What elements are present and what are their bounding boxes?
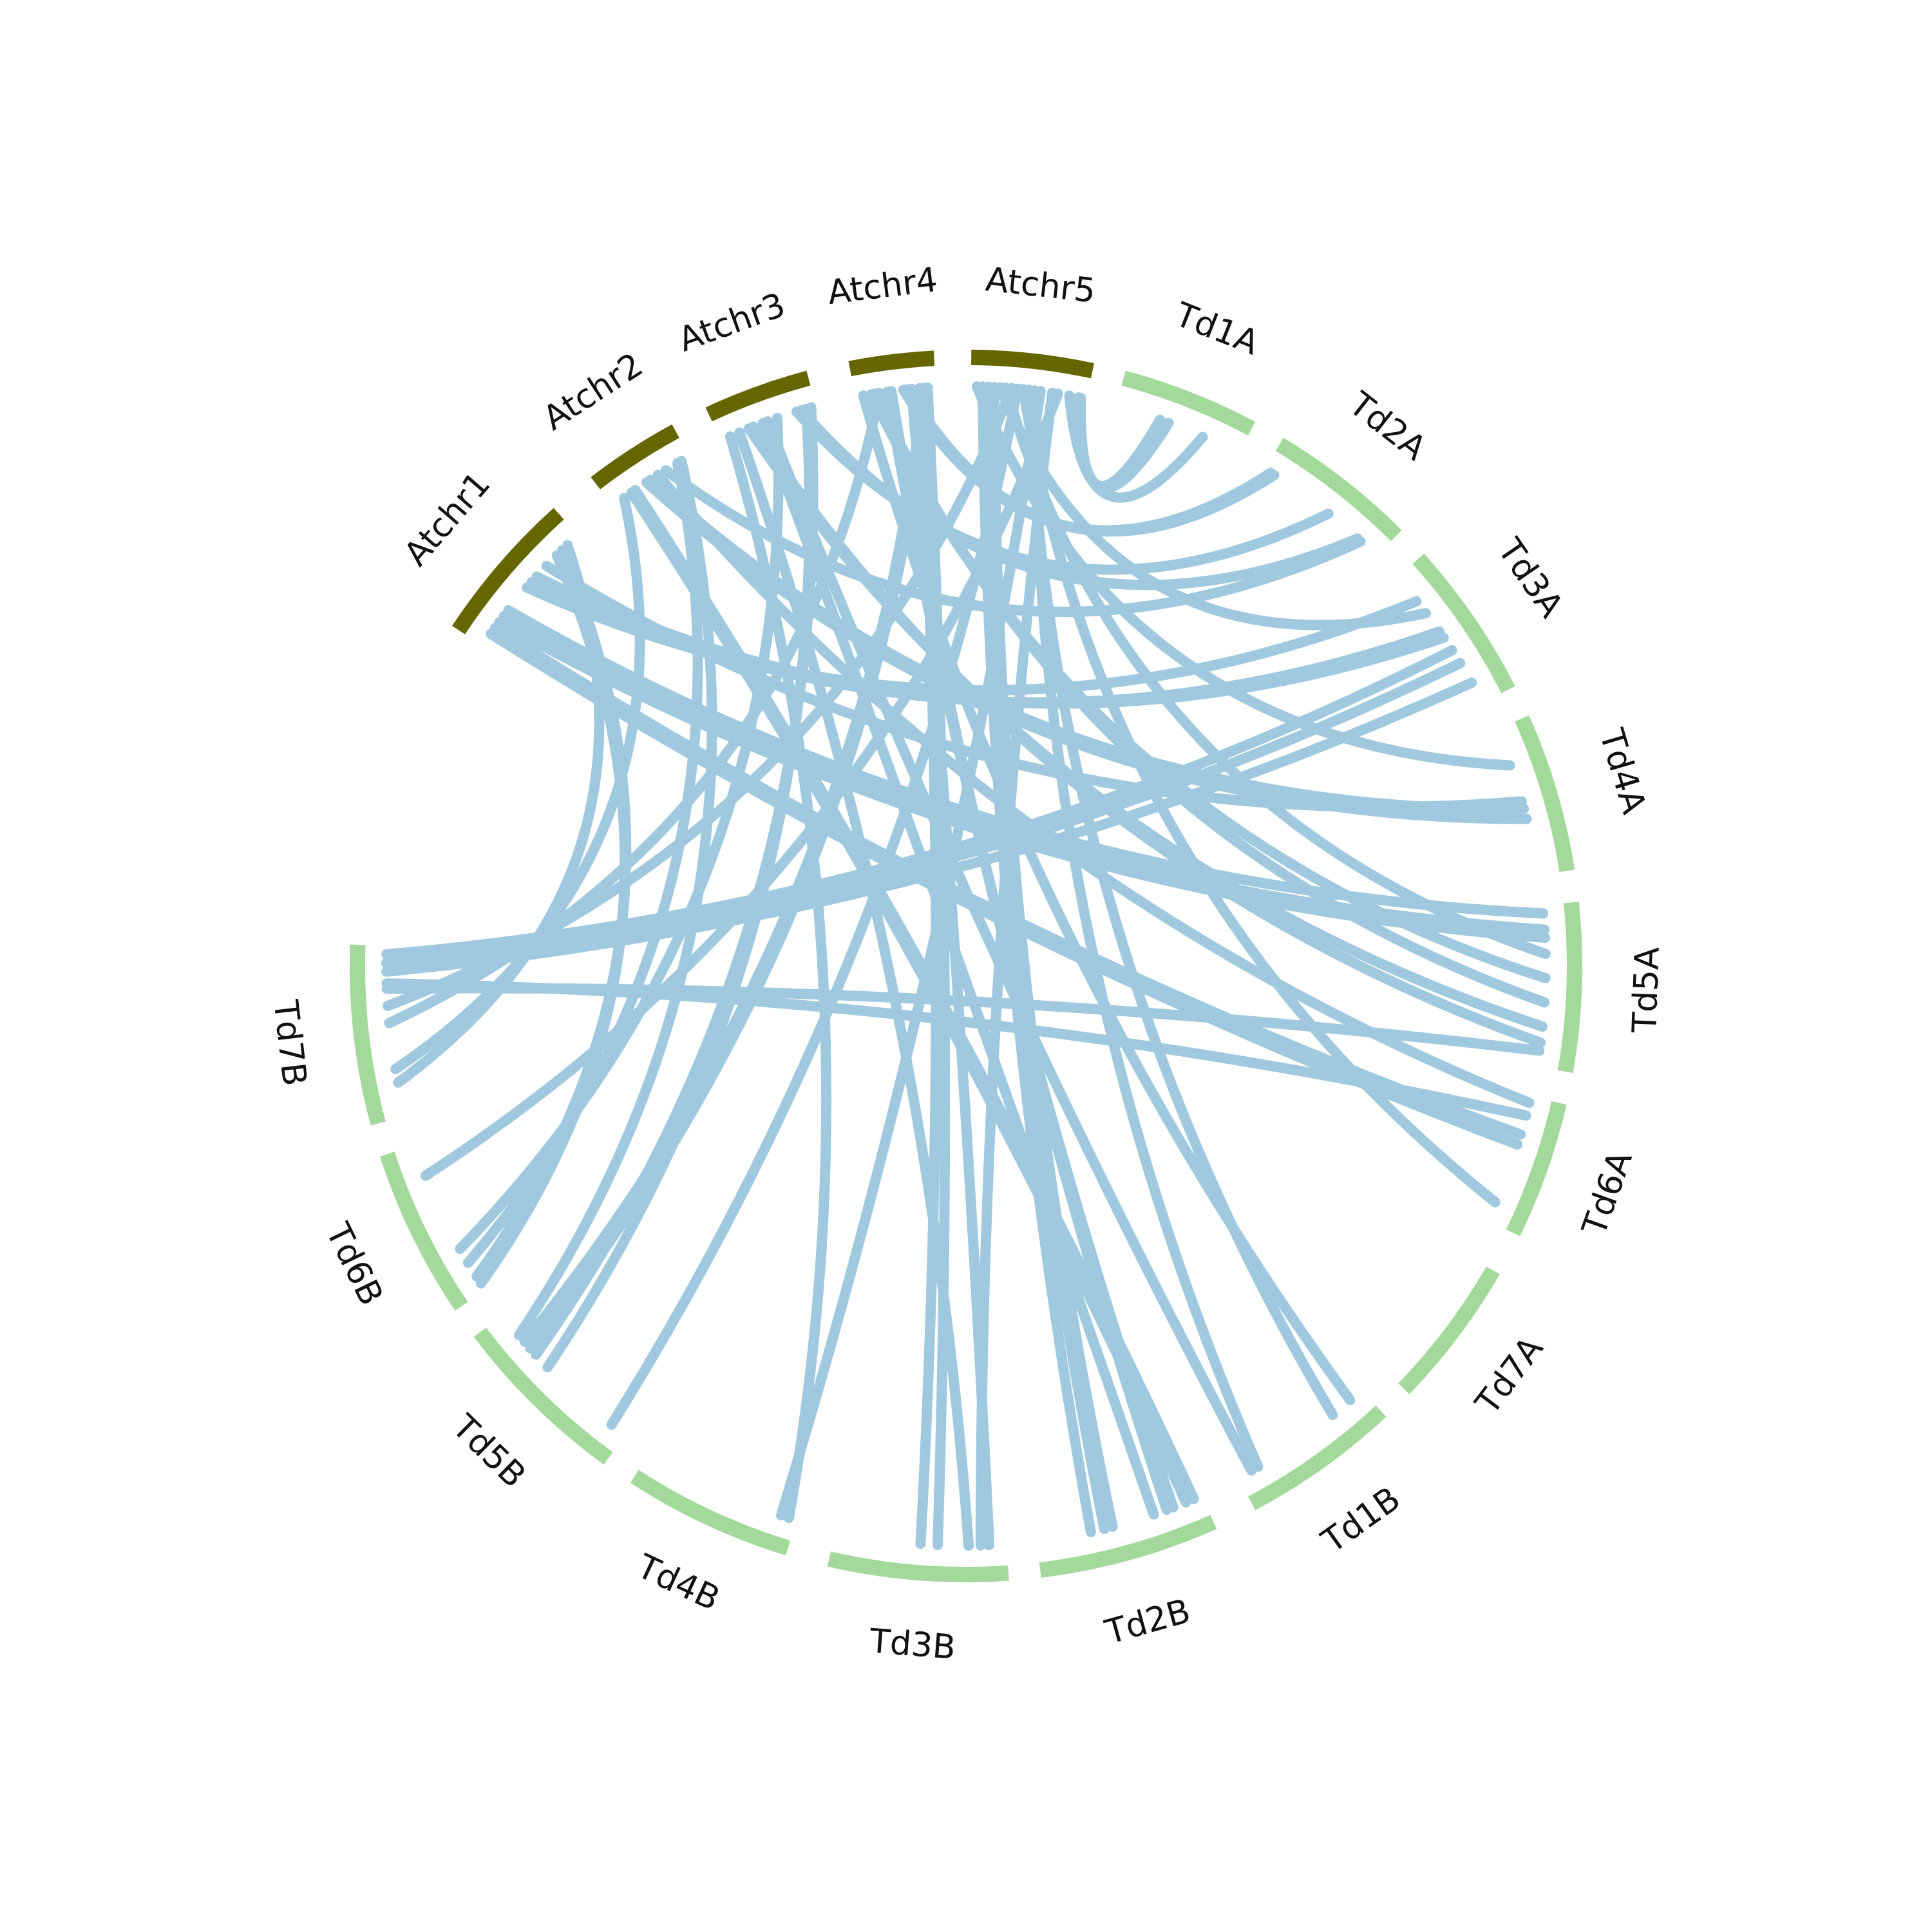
synteny-link [796, 405, 1363, 591]
chromosome-label-atchr1: Atchr1 [397, 465, 498, 574]
chromosome-arc-td7a [1398, 1266, 1500, 1394]
synteny-link [541, 560, 1527, 812]
chromosome-label-atchr3: Atchr3 [674, 286, 790, 360]
chromosome-arc-atchr5 [971, 350, 1094, 379]
chromosome-arc-td3a [1412, 553, 1515, 694]
chromosome-arc-td2a [1275, 437, 1402, 542]
chromosome-label-atchr4: Atchr4 [826, 261, 940, 312]
synteny-link [471, 545, 632, 1282]
synteny-link [381, 978, 1531, 1121]
chromosome-arc-td4a [1515, 715, 1575, 873]
chromosome-label-td6b: Td6B [317, 1217, 390, 1311]
synteny-link [390, 493, 645, 1074]
chromosome-arc-atchr4 [848, 350, 935, 377]
synteny-link [762, 416, 1257, 1476]
chromosome-label-td7a: Td7A [1468, 1329, 1551, 1422]
chromosome-arc-td3b [827, 1551, 1009, 1582]
chromosome-label-td3a: Td3A [1490, 531, 1571, 625]
chromosome-arc-td1a [1121, 370, 1256, 436]
synteny-link [542, 403, 815, 1372]
chromosome-label-atchr5: Atchr5 [983, 260, 1097, 310]
chromosome-label-td1b: Td1B [1314, 1479, 1407, 1561]
synteny-link [902, 384, 1280, 537]
chromosome-arc-td1b [1248, 1405, 1387, 1510]
chromosome-label-td2b: Td2B [1101, 1592, 1195, 1653]
chromosome-label-td1a: Td1A [1170, 295, 1264, 363]
chromosome-label-td4a: Td4A [1591, 724, 1653, 819]
synteny-link [1029, 385, 1264, 1472]
synteny-link [724, 431, 832, 1523]
synteny-link [757, 418, 1159, 1520]
synteny-link [393, 540, 605, 1088]
chromosome-label-td7b: Td7B [265, 998, 314, 1088]
synteny-link [858, 390, 1356, 1406]
chromosome-arc-atchr3 [705, 370, 811, 422]
chromosome-arc-td5b [473, 1327, 613, 1465]
synteny-link [514, 455, 717, 1341]
synteny-link [606, 383, 1023, 1430]
chromosome-arc-td7b [350, 944, 386, 1126]
chromosome-arc-atchr1 [451, 507, 564, 635]
chromosome-label-td2a: Td2A [1341, 384, 1434, 468]
synteny-link [922, 383, 951, 1550]
synteny-link [995, 382, 1431, 630]
chromosome-label-td4b: Td4B [630, 1547, 725, 1618]
chromosome-arc-td6a [1506, 1101, 1567, 1236]
chromosome-label-td5a: Td5A [1625, 946, 1667, 1034]
chromosome-arc-atchr2 [591, 424, 679, 489]
synteny-link [971, 381, 1515, 771]
chromosome-label-td6a: Td6A [1575, 1146, 1640, 1240]
links-layer [381, 381, 1551, 1551]
chromosome-arc-td4b [630, 1470, 791, 1556]
chromosome-label-td5b: Td5B [444, 1407, 533, 1495]
chromosome-arc-td6b [379, 1151, 468, 1311]
chromosome-label-atchr2: Atchr2 [536, 346, 650, 438]
synteny-link [775, 386, 1046, 1520]
ideogram-layer [350, 350, 1582, 1582]
chromosome-label-td3b: Td3B [867, 1622, 957, 1667]
chromosome-arc-td2b [1039, 1515, 1217, 1578]
synteny-link [1064, 390, 1208, 503]
synteny-link [383, 383, 1017, 1011]
chromosome-arc-td5a [1557, 901, 1582, 1074]
synteny-link [748, 421, 1546, 1048]
synteny-link [983, 381, 1110, 1534]
synteny-link [420, 388, 1063, 1181]
synteny-link [734, 427, 974, 1551]
